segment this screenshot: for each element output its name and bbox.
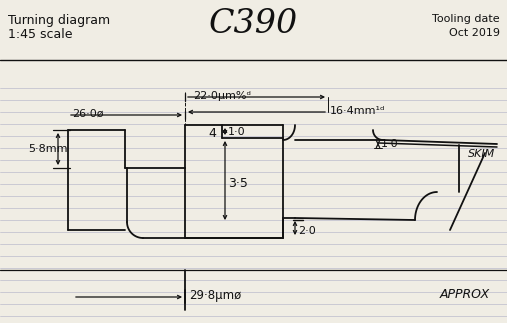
Text: Oct 2019: Oct 2019 bbox=[449, 28, 500, 38]
Text: 1:45 scale: 1:45 scale bbox=[8, 28, 73, 41]
Text: 2·0: 2·0 bbox=[298, 226, 316, 236]
Text: Turning diagram: Turning diagram bbox=[8, 14, 110, 27]
Text: 29·8μmø: 29·8μmø bbox=[189, 288, 241, 301]
Text: 5·8mm: 5·8mm bbox=[28, 144, 67, 154]
Text: C390: C390 bbox=[208, 8, 298, 40]
Text: Tooling date: Tooling date bbox=[432, 14, 500, 24]
Text: 22·0μm%ᵈ: 22·0μm%ᵈ bbox=[193, 91, 251, 101]
Text: SKIM: SKIM bbox=[468, 149, 495, 159]
Text: 4: 4 bbox=[208, 127, 216, 140]
Text: 16·4mm¹ᵈ: 16·4mm¹ᵈ bbox=[330, 106, 385, 116]
Text: 1·0: 1·0 bbox=[381, 139, 399, 149]
Text: APPROX: APPROX bbox=[440, 288, 490, 301]
Text: 1·0: 1·0 bbox=[228, 127, 245, 137]
Text: 3·5: 3·5 bbox=[228, 177, 248, 190]
Text: 26·0ø: 26·0ø bbox=[72, 109, 103, 119]
